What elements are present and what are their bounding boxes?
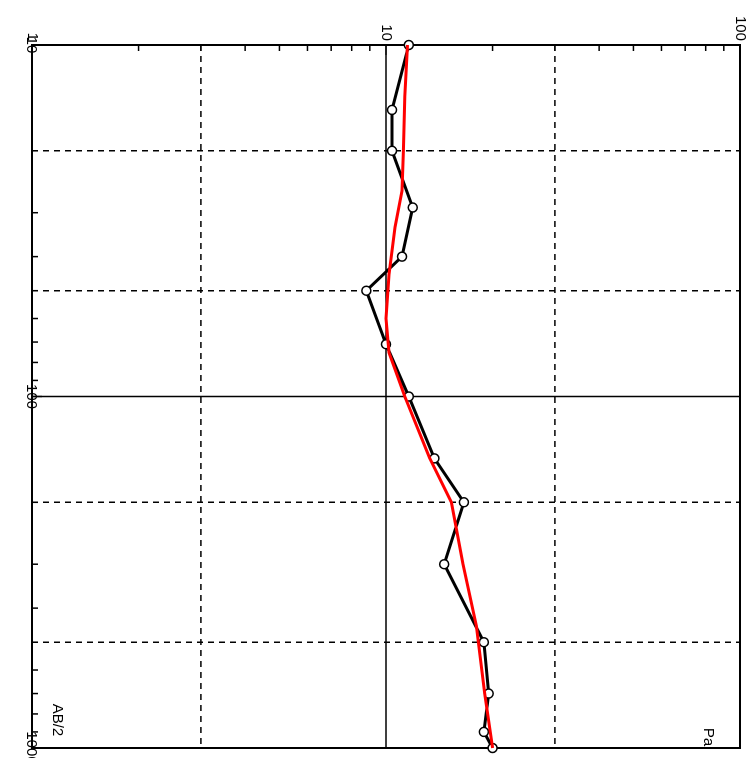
y-tick-label: 10 [378,24,395,41]
observed-point [361,285,372,296]
model-line [384,44,495,749]
observed-point [438,558,450,570]
observed-point [386,104,398,116]
x-axis-label: AB/2 [49,704,66,737]
observed-point [396,251,408,262]
observed-point [478,726,490,738]
observed-point [458,497,470,508]
y-tick-label: 1 [24,33,41,41]
x-tick-label: 100 [23,384,40,409]
axis-ticks [31,44,725,733]
y-axis-label: Pa [700,728,717,747]
x-tick-label: 10 [23,37,40,54]
observed-point [478,636,490,648]
observed-point [386,145,398,157]
observed-point [407,202,418,213]
x-tick-label: 1000 [23,731,40,758]
grid-lines [32,45,740,748]
y-tick-label: 100 [732,16,746,41]
series-group [361,39,498,754]
